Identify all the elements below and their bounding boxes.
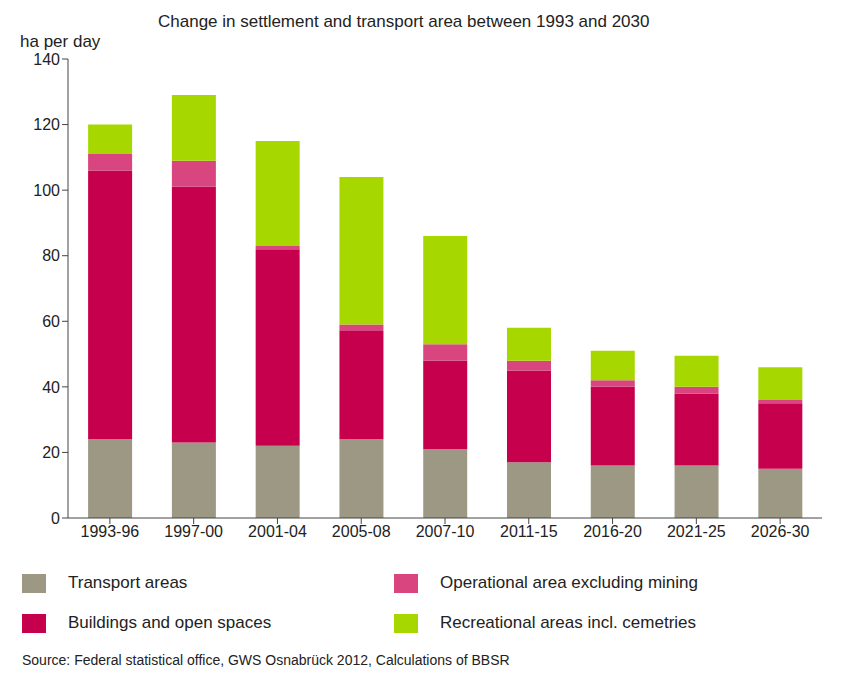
html-text:Source: Federal statistical of: Source: Federal statistical office, GWS …: [22, 652, 510, 668]
html-text:Buildings and open spaces: Buildings and open spaces: [68, 613, 272, 632]
svg-text:2011-15: 2011-15: [500, 523, 558, 540]
svg-text:2001-04: 2001-04: [248, 523, 307, 540]
svg-text:2005-08: 2005-08: [332, 523, 391, 540]
html-text:Transport areas: Transport areas: [68, 573, 188, 592]
svg-text:1993-96: 1993-96: [81, 523, 140, 540]
svg-text:2007-10: 2007-10: [416, 523, 475, 540]
svg-text:80: 80: [42, 247, 60, 264]
html-text:Operational area excluding min: Operational area excluding mining: [440, 573, 698, 592]
svg-text:140: 140: [33, 51, 60, 68]
svg-text:2016-20: 2016-20: [583, 523, 642, 540]
svg-text:100: 100: [33, 182, 60, 199]
svg-text:0: 0: [51, 510, 60, 527]
svg-text:20: 20: [42, 444, 60, 461]
svg-text:120: 120: [33, 116, 60, 133]
html-text:Recreational areas incl. cemet: Recreational areas incl. cemetries: [440, 613, 697, 632]
svg-text:2021-25: 2021-25: [667, 523, 726, 540]
html-text:Change in settlement and trans: Change in settlement and transport area …: [158, 12, 650, 31]
svg-text:40: 40: [42, 379, 60, 396]
svg-text:1997-00: 1997-00: [164, 523, 223, 540]
svg-text:2026-30: 2026-30: [751, 523, 810, 540]
html-text:ha per day: ha per day: [20, 32, 101, 51]
svg-text:60: 60: [42, 313, 60, 330]
